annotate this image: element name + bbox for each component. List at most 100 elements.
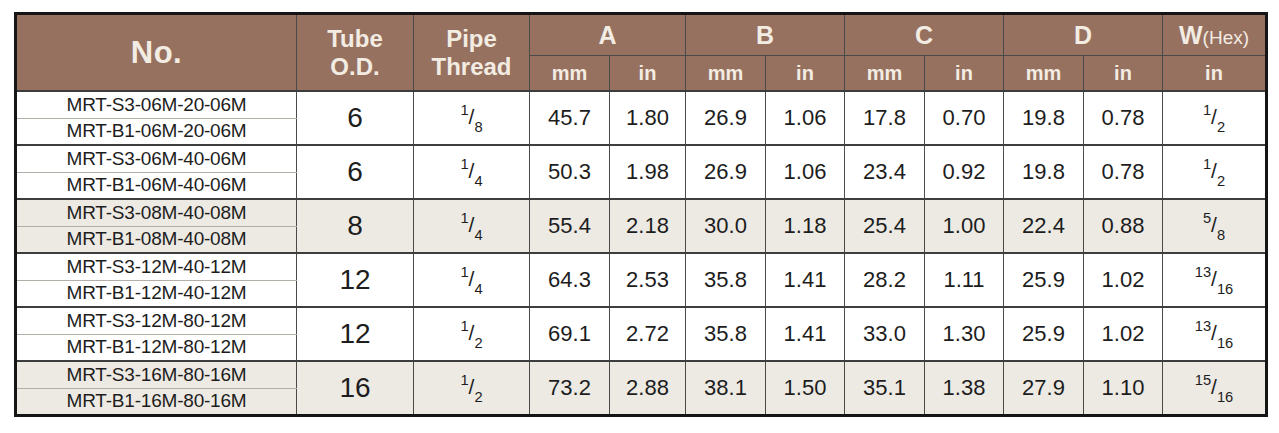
part-number-cell: MRT-B1-12M-80-12M bbox=[16, 334, 297, 361]
col-header-dim-a: A bbox=[530, 14, 686, 56]
page: No. Tube O.D. Pipe Thread A B C D W(Hex)… bbox=[0, 0, 1279, 433]
pipe-thread-cell: 1/2 bbox=[414, 361, 530, 415]
dim-value-cell: 1.80 bbox=[610, 91, 686, 145]
dim-value-cell: 33.0 bbox=[845, 307, 925, 361]
dim-value-cell: 69.1 bbox=[530, 307, 610, 361]
dim-value-cell: 50.3 bbox=[530, 145, 610, 199]
fraction-value: 1/4 bbox=[460, 159, 482, 182]
dim-value-cell: 22.4 bbox=[1004, 199, 1084, 253]
dim-value-cell: 2.88 bbox=[610, 361, 686, 415]
header-row-main: No. Tube O.D. Pipe Thread A B C D W(Hex) bbox=[16, 14, 1267, 56]
dim-value-cell: 1.98 bbox=[610, 145, 686, 199]
dim-value-cell: 26.9 bbox=[686, 145, 766, 199]
spec-row: MRT-S3-06M-20-06M61/845.71.8026.91.0617.… bbox=[16, 91, 1267, 118]
dim-value-cell: 1.06 bbox=[766, 91, 845, 145]
dim-value-cell: 1.41 bbox=[766, 307, 845, 361]
tube-od-cell: 12 bbox=[297, 307, 414, 361]
dim-value-cell: 0.92 bbox=[925, 145, 1004, 199]
table-header: No. Tube O.D. Pipe Thread A B C D W(Hex)… bbox=[16, 14, 1267, 92]
dim-value-cell: 0.78 bbox=[1084, 91, 1163, 145]
dim-value-cell: 30.0 bbox=[686, 199, 766, 253]
w-hex-cell: 1/2 bbox=[1163, 145, 1267, 199]
unit-header-d-mm: mm bbox=[1004, 56, 1084, 92]
dim-value-cell: 1.02 bbox=[1084, 307, 1163, 361]
dim-value-cell: 2.53 bbox=[610, 253, 686, 307]
col-header-dim-b: B bbox=[686, 14, 845, 56]
dim-value-cell: 55.4 bbox=[530, 199, 610, 253]
unit-header-c-in: in bbox=[925, 56, 1004, 92]
dim-value-cell: 35.8 bbox=[686, 253, 766, 307]
dim-value-cell: 64.3 bbox=[530, 253, 610, 307]
unit-header-w-in: in bbox=[1163, 56, 1267, 92]
fraction-value: 1/4 bbox=[460, 213, 482, 236]
fraction-value: 1/2 bbox=[1203, 159, 1225, 182]
tube-od-cell: 6 bbox=[297, 145, 414, 199]
pipe-thread-cell: 1/4 bbox=[414, 199, 530, 253]
w-hex-suffix: (Hex) bbox=[1203, 27, 1249, 48]
unit-header-b-mm: mm bbox=[686, 56, 766, 92]
dim-value-cell: 1.02 bbox=[1084, 253, 1163, 307]
fraction-value: 1/2 bbox=[1203, 105, 1225, 128]
part-number-cell: MRT-B1-06M-20-06M bbox=[16, 118, 297, 145]
spec-row: MRT-S3-08M-40-08M81/455.42.1830.01.1825.… bbox=[16, 199, 1267, 226]
tube-od-cell: 8 bbox=[297, 199, 414, 253]
fraction-value: 13/16 bbox=[1195, 321, 1234, 344]
unit-header-b-in: in bbox=[766, 56, 845, 92]
fraction-value: 13/16 bbox=[1195, 267, 1234, 290]
unit-header-d-in: in bbox=[1084, 56, 1163, 92]
pipe-thread-cell: 1/8 bbox=[414, 91, 530, 145]
unit-header-a-in: in bbox=[610, 56, 686, 92]
spec-row: MRT-S3-12M-40-12M121/464.32.5335.81.4128… bbox=[16, 253, 1267, 280]
fraction-value: 15/16 bbox=[1195, 375, 1234, 398]
dim-value-cell: 1.10 bbox=[1084, 361, 1163, 415]
dim-value-cell: 25.9 bbox=[1004, 307, 1084, 361]
dim-value-cell: 0.70 bbox=[925, 91, 1004, 145]
fraction-value: 1/2 bbox=[460, 375, 482, 398]
tube-od-cell: 6 bbox=[297, 91, 414, 145]
dim-value-cell: 1.30 bbox=[925, 307, 1004, 361]
dim-value-cell: 35.1 bbox=[845, 361, 925, 415]
w-hex-cell: 13/16 bbox=[1163, 253, 1267, 307]
dim-value-cell: 1.50 bbox=[766, 361, 845, 415]
spec-row: MRT-S3-06M-40-06M61/450.31.9826.91.0623.… bbox=[16, 145, 1267, 172]
unit-header-c-mm: mm bbox=[845, 56, 925, 92]
dim-value-cell: 1.18 bbox=[766, 199, 845, 253]
dim-value-cell: 25.4 bbox=[845, 199, 925, 253]
part-number-cell: MRT-S3-06M-40-06M bbox=[16, 145, 297, 172]
dim-value-cell: 23.4 bbox=[845, 145, 925, 199]
fraction-value: 1/8 bbox=[460, 105, 482, 128]
dim-value-cell: 45.7 bbox=[530, 91, 610, 145]
spec-row: MRT-S3-16M-80-16M161/273.22.8838.11.5035… bbox=[16, 361, 1267, 388]
dim-value-cell: 28.2 bbox=[845, 253, 925, 307]
pipe-thread-cell: 1/4 bbox=[414, 145, 530, 199]
pipe-thread-cell: 1/2 bbox=[414, 307, 530, 361]
dim-value-cell: 19.8 bbox=[1004, 91, 1084, 145]
col-header-no: No. bbox=[16, 14, 297, 92]
w-hex-cell: 5/8 bbox=[1163, 199, 1267, 253]
part-number-cell: MRT-B1-08M-40-08M bbox=[16, 226, 297, 253]
dim-value-cell: 0.78 bbox=[1084, 145, 1163, 199]
part-number-cell: MRT-B1-06M-40-06M bbox=[16, 172, 297, 199]
tube-od-cell: 16 bbox=[297, 361, 414, 415]
dim-value-cell: 1.06 bbox=[766, 145, 845, 199]
part-number-cell: MRT-S3-16M-80-16M bbox=[16, 361, 297, 388]
pipe-thread-cell: 1/4 bbox=[414, 253, 530, 307]
fraction-value: 1/4 bbox=[460, 267, 482, 290]
col-header-pipe-thread: Pipe Thread bbox=[414, 14, 530, 92]
dim-value-cell: 17.8 bbox=[845, 91, 925, 145]
w-hex-cell: 13/16 bbox=[1163, 307, 1267, 361]
dim-value-cell: 35.8 bbox=[686, 307, 766, 361]
dim-value-cell: 1.00 bbox=[925, 199, 1004, 253]
dim-value-cell: 19.8 bbox=[1004, 145, 1084, 199]
dim-value-cell: 1.38 bbox=[925, 361, 1004, 415]
part-number-cell: MRT-S3-06M-20-06M bbox=[16, 91, 297, 118]
part-number-cell: MRT-B1-16M-80-16M bbox=[16, 388, 297, 415]
dim-value-cell: 2.72 bbox=[610, 307, 686, 361]
part-number-cell: MRT-S3-12M-80-12M bbox=[16, 307, 297, 334]
tube-od-cell: 12 bbox=[297, 253, 414, 307]
col-header-tube-od: Tube O.D. bbox=[297, 14, 414, 92]
col-header-dim-d: D bbox=[1004, 14, 1163, 56]
dim-value-cell: 73.2 bbox=[530, 361, 610, 415]
w-hex-cell: 15/16 bbox=[1163, 361, 1267, 415]
w-label: W bbox=[1179, 21, 1203, 49]
